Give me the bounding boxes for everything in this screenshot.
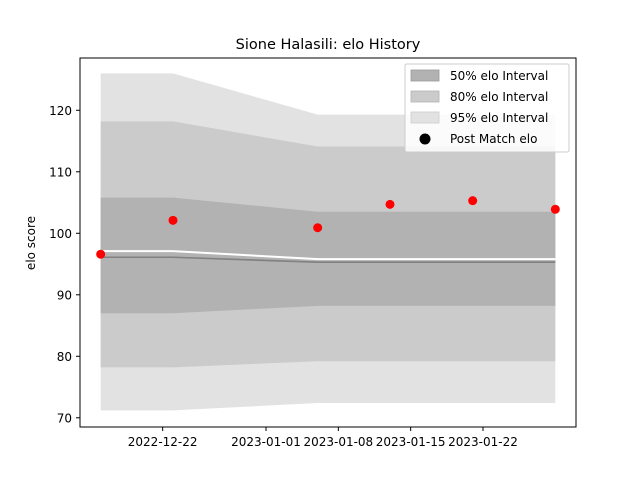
post-match-point xyxy=(385,199,395,209)
points-layer xyxy=(96,196,560,259)
legend-label-95: 95% elo Interval xyxy=(450,111,548,125)
mean-line xyxy=(100,250,556,261)
legend-label-points: Post Match elo xyxy=(450,132,537,146)
lines-layer xyxy=(100,250,556,263)
x-tick-label: 2023-01-08 xyxy=(303,435,373,449)
x-tick-label: 2023-01-15 xyxy=(376,435,446,449)
legend-swatch-50 xyxy=(410,69,440,82)
y-tick-label: 90 xyxy=(57,288,72,302)
y-axis: 70 80 90 100 110 120 xyxy=(49,104,80,425)
y-tick-label: 70 xyxy=(57,411,72,425)
x-tick-label: 2023-01-01 xyxy=(231,435,301,449)
legend-label-50: 50% elo Interval xyxy=(450,69,548,83)
legend-label-80: 80% elo Interval xyxy=(450,90,548,104)
post-match-point xyxy=(96,249,106,259)
post-match-point xyxy=(468,196,478,206)
legend-frame xyxy=(404,63,570,153)
plot-frame xyxy=(79,57,577,428)
post-match-point xyxy=(313,223,323,233)
legend-swatch-80 xyxy=(410,90,440,103)
chart-title: Sione Halasili: elo History xyxy=(236,37,421,53)
y-tick-label: 80 xyxy=(57,350,72,364)
y-axis-label: elo score xyxy=(24,216,38,270)
bands-layer xyxy=(100,73,556,411)
y-tick-label: 110 xyxy=(49,165,72,179)
legend: 50% elo Interval 80% elo Interval 95% el… xyxy=(404,63,570,153)
band-50 xyxy=(100,197,556,314)
post-match-point xyxy=(168,215,178,225)
post-match-point xyxy=(550,204,560,214)
median-line xyxy=(100,256,556,263)
y-tick-label: 100 xyxy=(49,227,72,241)
x-tick-label: 2022-12-22 xyxy=(128,435,198,449)
y-tick-label: 120 xyxy=(49,104,72,118)
legend-swatch-95 xyxy=(410,111,440,124)
x-axis: 2022-12-22 2023-01-01 2023-01-08 2023-01-15… xyxy=(128,427,518,449)
legend-marker-points xyxy=(419,133,431,145)
x-tick-label: 2023-01-22 xyxy=(448,435,518,449)
